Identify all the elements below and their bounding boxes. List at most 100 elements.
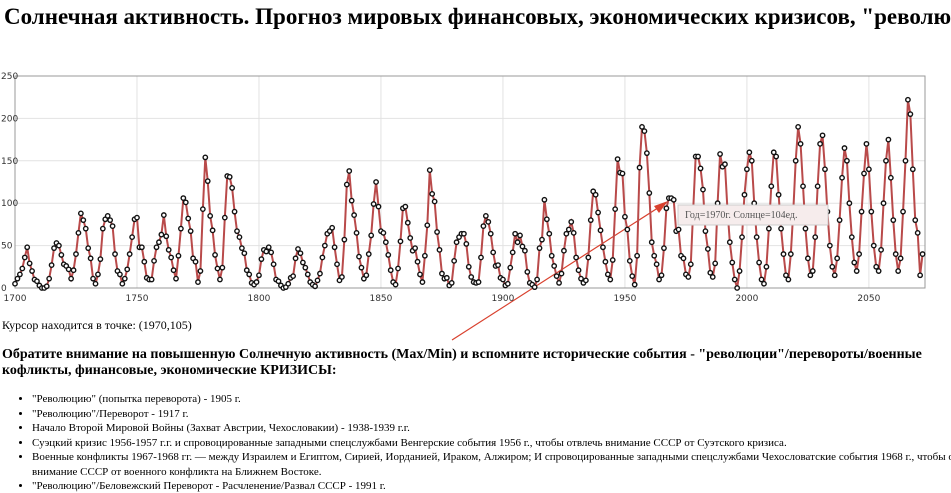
data-point bbox=[765, 225, 772, 232]
data-point bbox=[700, 186, 706, 193]
data-point bbox=[387, 267, 394, 274]
data-point bbox=[685, 274, 692, 280]
data-point bbox=[104, 213, 111, 219]
data-point bbox=[780, 251, 787, 257]
data-point bbox=[643, 150, 650, 157]
data-point bbox=[173, 275, 179, 282]
data-point bbox=[138, 244, 145, 251]
data-point bbox=[512, 230, 519, 237]
data-point bbox=[536, 245, 543, 252]
data-point bbox=[43, 283, 50, 290]
data-point bbox=[744, 166, 750, 173]
data-point bbox=[65, 266, 72, 273]
data-point bbox=[597, 227, 604, 234]
x-tick-label: 1800 bbox=[248, 294, 271, 304]
data-point bbox=[92, 280, 99, 287]
data-point bbox=[661, 245, 667, 252]
data-point bbox=[631, 281, 638, 288]
data-point bbox=[312, 283, 318, 290]
data-point bbox=[736, 268, 743, 274]
data-point bbox=[726, 239, 733, 246]
data-point bbox=[199, 206, 206, 213]
data-point bbox=[541, 196, 548, 203]
series-line bbox=[14, 99, 924, 290]
data-point bbox=[353, 229, 360, 236]
x-tick-label: 2000 bbox=[735, 294, 758, 304]
data-point bbox=[558, 270, 565, 277]
data-point bbox=[565, 226, 572, 233]
data-point bbox=[912, 217, 919, 224]
data-point bbox=[453, 239, 460, 246]
data-point bbox=[217, 276, 223, 283]
cursor-position: Курсор находится в точке: (1970,105) bbox=[2, 318, 192, 332]
data-point bbox=[495, 262, 501, 269]
y-tick-label: 250 bbox=[1, 72, 18, 82]
data-point bbox=[702, 228, 709, 235]
data-point bbox=[695, 153, 702, 160]
data-point bbox=[234, 228, 240, 235]
data-point bbox=[519, 243, 526, 250]
data-point bbox=[421, 252, 428, 259]
data-point bbox=[563, 230, 570, 237]
data-point bbox=[868, 208, 875, 215]
data-point bbox=[97, 256, 104, 263]
data-point bbox=[822, 166, 828, 173]
event-item: Суэцкий кризис 1956-1957 г.г. и спровоци… bbox=[32, 436, 951, 451]
data-point bbox=[797, 140, 804, 147]
data-point bbox=[334, 261, 340, 268]
x-tick-label: 1950 bbox=[613, 294, 636, 304]
data-point bbox=[439, 270, 445, 277]
data-point bbox=[595, 209, 601, 216]
data-point bbox=[356, 253, 362, 260]
data-point bbox=[622, 213, 628, 220]
data-point bbox=[56, 242, 62, 249]
data-point bbox=[905, 96, 911, 103]
data-point bbox=[26, 260, 33, 267]
data-point bbox=[241, 250, 248, 257]
data-point bbox=[151, 257, 157, 264]
data-point bbox=[653, 261, 660, 268]
data-point bbox=[639, 123, 645, 130]
data-point bbox=[12, 280, 18, 287]
data-point bbox=[14, 275, 21, 282]
data-point bbox=[475, 279, 482, 285]
data-point bbox=[443, 274, 450, 281]
arrow-head bbox=[654, 201, 668, 213]
data-point bbox=[219, 264, 226, 271]
data-point bbox=[531, 284, 538, 291]
data-point bbox=[346, 168, 353, 174]
data-point bbox=[629, 273, 636, 280]
data-point bbox=[256, 272, 262, 279]
data-point bbox=[490, 249, 497, 256]
data-point bbox=[907, 111, 914, 118]
data-point bbox=[756, 259, 763, 266]
data-point bbox=[826, 242, 833, 249]
data-point bbox=[656, 276, 662, 283]
data-point bbox=[34, 278, 40, 285]
data-point bbox=[587, 217, 594, 224]
data-point bbox=[675, 226, 682, 233]
data-point bbox=[168, 254, 175, 261]
data-point bbox=[834, 255, 841, 262]
data-point bbox=[363, 272, 370, 279]
data-point bbox=[156, 239, 162, 246]
data-point bbox=[873, 263, 880, 270]
data-point bbox=[897, 255, 904, 262]
data-point bbox=[804, 255, 811, 262]
data-point bbox=[243, 267, 250, 274]
data-point bbox=[99, 225, 106, 232]
data-point bbox=[341, 236, 348, 243]
data-point bbox=[626, 257, 633, 264]
data-point bbox=[268, 249, 275, 256]
data-point bbox=[646, 190, 653, 196]
data-point bbox=[177, 225, 184, 232]
y-tick-label: 150 bbox=[1, 157, 18, 167]
data-point bbox=[746, 149, 753, 156]
data-point bbox=[814, 183, 821, 190]
data-point bbox=[731, 276, 738, 283]
data-point bbox=[275, 278, 282, 285]
data-point bbox=[48, 262, 55, 269]
data-point bbox=[212, 252, 218, 258]
data-point bbox=[844, 157, 850, 164]
data-point bbox=[302, 264, 309, 271]
